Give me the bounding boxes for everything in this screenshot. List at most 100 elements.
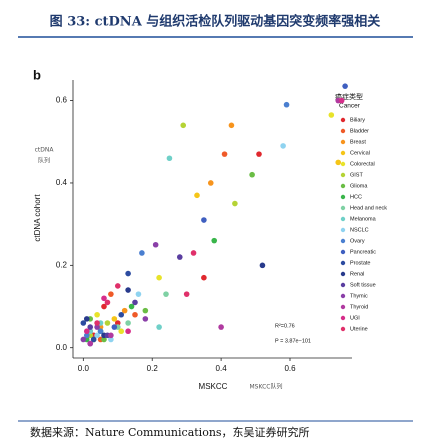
legend-swatch	[340, 249, 346, 255]
legend-swatch	[340, 183, 346, 189]
point	[94, 332, 100, 339]
point	[207, 180, 214, 186]
x-tick-label: 0.6	[284, 364, 296, 373]
legend-label: Glioma	[350, 183, 368, 189]
legend-label: Colorectal	[350, 161, 375, 167]
point	[156, 324, 162, 330]
x-axis-label-cn: MSKCC队列	[250, 383, 283, 391]
legend-label: HCC	[350, 194, 362, 200]
point	[101, 295, 107, 302]
point	[221, 151, 228, 157]
legend-label: Renal	[350, 271, 364, 277]
point	[142, 307, 149, 314]
point	[87, 324, 94, 330]
legend-label: Bladder	[350, 128, 369, 134]
point	[118, 328, 125, 335]
point	[121, 307, 128, 314]
legend-label: Uterine	[350, 326, 368, 332]
legend-title-cn: 癌症类型	[335, 92, 363, 101]
y-axis-label: ctDNA cohort	[33, 194, 42, 242]
point	[101, 336, 107, 343]
x-tick-label: 0.4	[216, 364, 228, 373]
point	[111, 324, 118, 330]
legend-label: Soft tissue	[350, 282, 376, 288]
point	[125, 328, 131, 335]
x-tick-label: 0.2	[147, 364, 159, 373]
legend-swatch	[340, 150, 346, 156]
point	[176, 254, 183, 260]
legend-swatch	[340, 117, 346, 123]
legend-swatch	[340, 227, 346, 233]
legend-label: Melanoma	[350, 216, 377, 222]
legend-swatch	[340, 293, 346, 299]
source: 数据来源：Nature Communications，东吴证券研究所	[30, 425, 310, 439]
point	[104, 299, 111, 306]
point	[125, 320, 131, 326]
legend-swatch	[340, 205, 346, 211]
point	[328, 112, 335, 118]
legend-swatch	[340, 326, 346, 332]
point	[97, 328, 104, 335]
point	[80, 320, 87, 326]
point	[125, 287, 131, 293]
point	[259, 262, 266, 269]
point	[128, 303, 135, 310]
point	[80, 336, 87, 343]
legend-label: Ovary	[350, 238, 365, 244]
legend-title: Cancer	[339, 103, 361, 110]
point	[228, 122, 235, 129]
y-tick-label: 0.2	[56, 260, 68, 269]
point	[201, 274, 207, 281]
point	[338, 97, 345, 104]
legend-label: GIST	[350, 172, 363, 178]
point	[108, 336, 114, 343]
legend-label: Cervical	[350, 150, 370, 156]
panel-label: b	[33, 67, 41, 82]
x-tick-label: 0.0	[78, 364, 90, 373]
y-axis-label-cn: ctDNA	[35, 147, 55, 154]
legend-swatch	[340, 282, 346, 288]
point	[218, 324, 224, 330]
point	[94, 324, 100, 330]
point	[90, 336, 97, 343]
point	[83, 332, 90, 339]
legend-label: UGI	[350, 315, 360, 321]
y-tick-label: 0.6	[56, 96, 68, 105]
y-axis-label-cn: 队列	[38, 157, 50, 165]
point	[201, 217, 207, 223]
legend-label: Thymic	[350, 293, 368, 299]
point	[87, 340, 94, 347]
point	[335, 159, 342, 166]
legend-swatch	[340, 238, 346, 244]
annotation: R²=0.76	[275, 323, 295, 329]
point	[104, 320, 111, 326]
legend-swatch	[340, 304, 346, 310]
point	[114, 283, 121, 289]
legend-label: NSCLC	[350, 227, 369, 233]
point	[125, 270, 131, 277]
legend-label: Thyroid	[350, 304, 368, 310]
point	[142, 316, 149, 322]
point	[83, 328, 90, 335]
point	[108, 291, 114, 297]
point	[108, 332, 114, 339]
point	[132, 311, 138, 318]
point	[194, 192, 200, 199]
legend-swatch	[340, 172, 346, 178]
point	[135, 291, 142, 297]
legend-label: Pancreatic	[350, 249, 376, 255]
point	[94, 311, 100, 318]
point	[163, 291, 169, 297]
annotation: P = 3.87e−101	[275, 338, 311, 344]
legend-label: Biliary	[350, 117, 365, 123]
point	[256, 151, 262, 157]
point	[152, 241, 159, 248]
point	[156, 274, 162, 281]
legend-swatch	[340, 216, 346, 222]
point	[180, 122, 187, 129]
point	[190, 250, 197, 256]
point	[280, 143, 286, 149]
x-axis-label: MSKCC	[199, 382, 228, 391]
point	[342, 83, 348, 89]
